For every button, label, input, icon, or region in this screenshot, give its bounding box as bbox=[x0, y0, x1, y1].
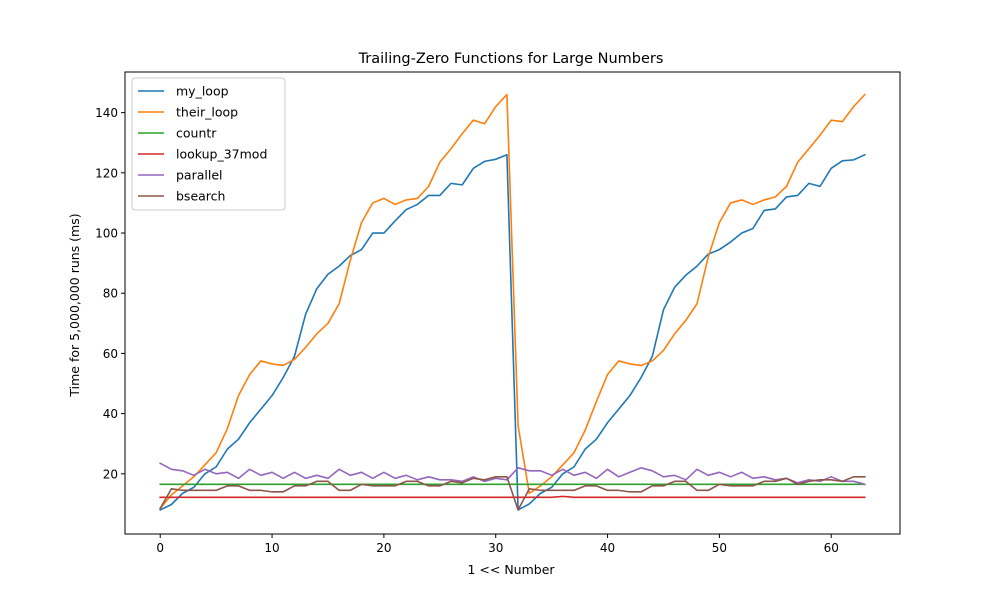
y-tick-label: 80 bbox=[103, 287, 118, 301]
x-tick-label: 20 bbox=[376, 541, 391, 555]
y-tick-label: 120 bbox=[95, 166, 118, 180]
x-tick-label: 30 bbox=[488, 541, 503, 555]
x-tick-label: 40 bbox=[600, 541, 615, 555]
legend-label-parallel: parallel bbox=[176, 168, 223, 183]
y-tick-label: 20 bbox=[103, 467, 118, 481]
series-line-my-loop bbox=[159, 153, 866, 511]
legend-label-their-loop: their_loop bbox=[176, 105, 238, 120]
series-line-their-loop bbox=[159, 93, 866, 510]
x-axis-label: 1 << Number bbox=[467, 562, 555, 577]
x-tick-label: 0 bbox=[156, 541, 164, 555]
plot-area: 0 10 20 30 40 50 60 20 40 60 80 100 120 140 my_loopthe… bbox=[95, 71, 901, 555]
y-axis: 20 40 60 80 100 120 140 bbox=[95, 106, 125, 481]
legend-box bbox=[131, 77, 286, 211]
legend-label-countr: countr bbox=[176, 126, 217, 141]
legend-label-my-loop: my_loop bbox=[176, 84, 229, 99]
y-tick-label: 140 bbox=[95, 106, 118, 120]
x-tick-label: 60 bbox=[824, 541, 839, 555]
y-tick-label: 60 bbox=[103, 347, 118, 361]
series-line-parallel bbox=[159, 462, 866, 486]
y-axis-label: Time for 5,000,000 runs (ms) bbox=[67, 213, 82, 397]
y-tick-label: 100 bbox=[95, 227, 118, 241]
legend-label-bsearch: bsearch bbox=[176, 189, 225, 204]
series-line-bsearch bbox=[159, 476, 866, 511]
plot-frame bbox=[124, 71, 901, 535]
legend-label-lookup-37mod: lookup_37mod bbox=[176, 147, 267, 162]
series-line-lookup-37mod bbox=[159, 495, 866, 499]
y-tick-label: 40 bbox=[103, 407, 118, 421]
series-lines bbox=[159, 93, 866, 511]
x-tick-label: 10 bbox=[264, 541, 279, 555]
x-tick-label: 50 bbox=[712, 541, 727, 555]
x-axis: 0 10 20 30 40 50 60 bbox=[156, 534, 839, 555]
chart-title: Trailing-Zero Functions for Large Number… bbox=[358, 51, 664, 67]
